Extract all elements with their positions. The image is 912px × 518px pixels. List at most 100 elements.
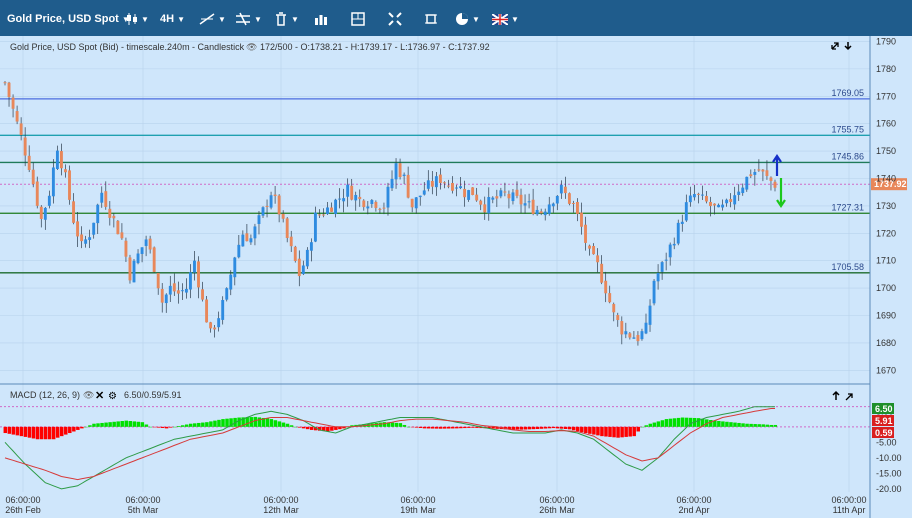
- date-tick-label: 19th Mar: [400, 505, 436, 515]
- layout-button[interactable]: [351, 10, 365, 28]
- macd-value-badge: [872, 403, 894, 414]
- candle-body: [55, 150, 59, 170]
- macd-move-up-icon[interactable]: [832, 390, 840, 400]
- macd-expand-icon[interactable]: [845, 393, 853, 401]
- level-label: 1769.05: [831, 88, 864, 98]
- fullscreen-button[interactable]: [388, 10, 402, 28]
- macd-histogram-bar: [144, 424, 149, 427]
- candle-body: [326, 207, 329, 215]
- macd-histogram-bar: [168, 426, 173, 428]
- macd-settings-icon[interactable]: ⚙: [108, 391, 117, 402]
- macd-histogram-bar: [475, 426, 479, 428]
- macd-histogram-bar: [378, 422, 382, 427]
- scroll-down-icon[interactable]: [844, 42, 852, 51]
- candle-body: [487, 196, 491, 214]
- macd-histogram-bar: [741, 423, 745, 427]
- macd-histogram-bar: [463, 426, 467, 429]
- candle-body: [547, 204, 551, 214]
- macd-histogram-bar: [543, 426, 548, 429]
- macd-histogram-bar: [285, 423, 290, 427]
- candle-body: [68, 170, 71, 200]
- draw-line-button[interactable]: ▼: [199, 10, 226, 28]
- level-label: 1755.75: [831, 124, 864, 134]
- delete-drawings-button[interactable]: ▼: [274, 10, 299, 28]
- expand-arrows-icon[interactable]: [831, 42, 839, 50]
- time-tick-label: 06:00:00: [125, 495, 160, 505]
- macd-histogram-bar: [733, 422, 737, 427]
- candle-body: [519, 194, 523, 205]
- candle-body: [180, 290, 184, 292]
- candle-body: [584, 224, 587, 243]
- macd-tick-label: -20.00: [876, 484, 902, 494]
- indicators-bar-icon: [315, 15, 327, 25]
- candle-body: [7, 82, 11, 98]
- candle-body: [293, 246, 297, 262]
- chevron-down-icon: ▼: [121, 14, 130, 24]
- candle-body: [88, 237, 92, 240]
- candle-body: [576, 201, 579, 214]
- candle-body: [531, 199, 535, 214]
- candle-body: [406, 174, 410, 198]
- macd-values: 6.50/0.59/5.91: [124, 390, 182, 400]
- macd-histogram-bar: [700, 418, 705, 427]
- candle-body: [23, 137, 27, 156]
- crosshair-button[interactable]: [424, 10, 438, 28]
- macd-visibility-icon[interactable]: 👁: [83, 390, 94, 400]
- macd-histogram-bar: [660, 420, 665, 427]
- candle-body: [463, 188, 467, 198]
- macd-histogram-bar: [769, 424, 774, 427]
- chart-area[interactable]: 1769.05 1755.75 1745.86 1727.31 1705.58 1737.…: [0, 36, 912, 518]
- macd-histogram-bar: [3, 426, 8, 434]
- instrument-selector[interactable]: Gold Price, USD Spot ▼: [7, 10, 130, 28]
- chart-settings-button[interactable]: ▼: [455, 10, 480, 28]
- candle-body: [152, 247, 156, 272]
- macd-histogram-bar: [696, 418, 701, 427]
- candle-body: [394, 163, 398, 180]
- macd-panel: 5.00-5.00-10.00-15.00-20.006.505.910.59: [0, 403, 902, 494]
- macd-histogram-bar: [761, 424, 765, 427]
- macd-histogram-bar: [11, 426, 16, 435]
- candle-body: [414, 197, 418, 209]
- layout-icon: [351, 12, 365, 26]
- candle-body: [721, 204, 725, 208]
- macd-value-badge: [872, 427, 894, 438]
- macd-value-badge: [872, 415, 894, 426]
- macd-histogram-bar: [245, 417, 249, 427]
- macd-histogram-bar: [737, 422, 741, 427]
- candle-body: [729, 199, 733, 202]
- candle-body: [640, 331, 644, 340]
- macd-histogram-bar: [672, 418, 677, 427]
- macd-histogram-bar: [402, 424, 407, 427]
- macd-tick-label: -10.00: [876, 453, 902, 463]
- macd-histogram-bar: [636, 426, 640, 432]
- drawing-tools-button[interactable]: ▼: [235, 10, 262, 28]
- candle-body: [144, 239, 148, 246]
- chart-type-button[interactable]: ▼: [126, 10, 149, 28]
- price-tick-label: 1750: [876, 146, 896, 156]
- candle-body: [455, 187, 458, 189]
- candle-body: [184, 288, 188, 293]
- macd-histogram-bar: [164, 426, 169, 429]
- candles: [3, 80, 777, 346]
- macd-histogram-bar: [293, 426, 298, 428]
- candle-body: [499, 190, 503, 197]
- price-tick-label: 1680: [876, 338, 896, 348]
- candle-body: [418, 195, 422, 198]
- macd-histogram-bar: [120, 421, 124, 427]
- timeframe-selector[interactable]: 4H ▼: [160, 10, 185, 28]
- candle-body: [51, 167, 55, 197]
- price-tick-label: 1700: [876, 283, 896, 293]
- macd-close-icon[interactable]: ✕: [95, 390, 104, 402]
- language-selector[interactable]: ▼: [492, 10, 519, 28]
- indicators-button[interactable]: [314, 10, 328, 28]
- macd-histogram-bar: [108, 422, 112, 427]
- chevron-down-icon: ▼: [141, 14, 149, 24]
- macd-histogram-bar: [72, 426, 76, 432]
- macd-histogram-bar: [491, 426, 495, 429]
- macd-histogram-bar: [455, 426, 459, 429]
- chevron-down-icon: ▼: [254, 14, 262, 24]
- candle-body: [757, 169, 761, 171]
- macd-value-badge-text: 0.59: [875, 428, 893, 438]
- eye-icon[interactable]: 👁: [246, 42, 257, 52]
- macd-histogram-bar: [551, 426, 556, 429]
